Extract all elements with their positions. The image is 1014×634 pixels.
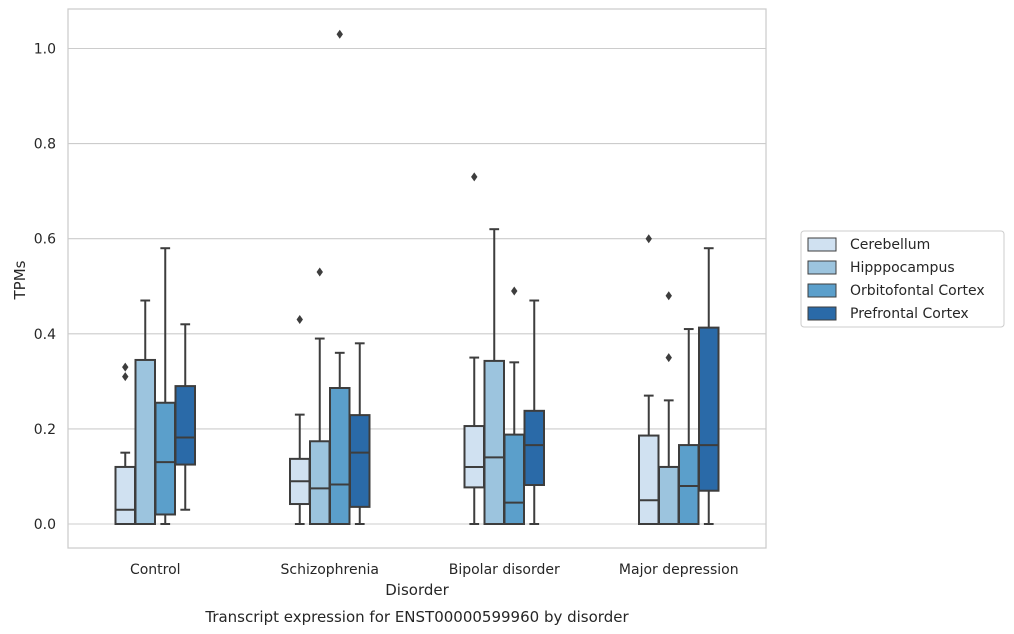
outlier-point: [665, 353, 672, 363]
box-orbitofontal-cortex-0: [154, 247, 176, 525]
legend-label: Cerebellum: [850, 237, 930, 253]
x-tick-labels: Control Schizophrenia Bipolar disorder Majo…: [130, 562, 739, 578]
box-body: [349, 414, 371, 508]
legend-item: Hipppocampus: [807, 260, 955, 276]
outlier-point: [471, 172, 478, 182]
box-body: [329, 387, 351, 525]
legend-swatch: [807, 306, 837, 321]
legend-frame: [800, 230, 1005, 328]
box-body: [174, 385, 196, 466]
box-prefrontal-cortex-0: [174, 323, 196, 511]
outlier-point: [645, 234, 652, 244]
box-cerebellum-2: [463, 172, 485, 525]
box-cerebellum-1: [289, 315, 311, 525]
box-body: [678, 444, 700, 525]
legend-swatch: [807, 260, 837, 275]
box-cerebellum-3: [638, 234, 660, 526]
chart-caption: Transcript expression for ENST0000059996…: [204, 608, 629, 626]
x-tick-label: Schizophrenia: [281, 562, 379, 578]
boxes: [114, 29, 720, 526]
y-tick-label: 0.0: [34, 517, 56, 533]
x-tick-label: Control: [130, 562, 181, 578]
legend-swatch: [807, 237, 837, 252]
outlier-point: [665, 291, 672, 301]
box-body: [134, 358, 156, 526]
box-prefrontal-cortex-1: [349, 342, 371, 525]
box-cerebellum-0: [114, 362, 136, 526]
y-tick-label: 0.6: [34, 232, 56, 248]
box-body: [154, 401, 176, 516]
outlier-point: [122, 362, 129, 372]
box-body: [463, 425, 485, 489]
outlier-point: [511, 286, 518, 296]
box-body: [114, 465, 136, 526]
outlier-point: [316, 267, 323, 277]
box-body: [523, 409, 545, 487]
legend-label: Hipppocampus: [850, 260, 955, 276]
outlier-point: [336, 29, 343, 39]
x-tick-label: Major depression: [619, 562, 739, 578]
box-body: [483, 359, 505, 525]
box-orbitofontal-cortex-3: [678, 328, 700, 525]
x-tick-label: Bipolar disorder: [449, 562, 560, 578]
legend: Cerebellum Hipppocampus Orbitofontal Corte…: [800, 230, 1005, 328]
legend-item: Orbitofontal Cortex: [807, 283, 985, 299]
box-prefrontal-cortex-2: [523, 299, 545, 525]
y-tick-label: 0.8: [34, 137, 56, 153]
legend-swatch: [807, 283, 837, 298]
y-axis-title: TPMs: [11, 260, 29, 300]
y-tick-label: 0.2: [34, 422, 56, 438]
box-hipppocampus-2: [483, 228, 505, 525]
legend-label: Prefrontal Cortex: [850, 306, 969, 322]
legend-item: Prefrontal Cortex: [807, 306, 969, 322]
legend-item: Cerebellum: [807, 237, 930, 253]
legend-label: Orbitofontal Cortex: [850, 283, 985, 299]
box-hipppocampus-1: [309, 267, 331, 525]
box-orbitofontal-cortex-1: [329, 29, 351, 525]
x-axis-title: Disorder: [385, 581, 449, 599]
y-tick-label: 0.4: [34, 327, 56, 343]
box-orbitofontal-cortex-2: [503, 286, 525, 525]
box-body: [698, 326, 720, 492]
box-prefrontal-cortex-3: [698, 247, 720, 525]
box-body: [309, 440, 331, 525]
outlier-point: [296, 315, 303, 325]
box-body: [638, 434, 660, 526]
y-tick-labels: 0.0 0.2 0.4 0.6 0.8 1.0: [34, 42, 56, 534]
box-body: [503, 433, 525, 525]
box-hipppocampus-3: [658, 291, 680, 526]
y-tick-label: 1.0: [34, 42, 56, 58]
box-body: [658, 465, 680, 526]
outlier-point: [122, 372, 129, 382]
plot-area-frame: [67, 8, 767, 549]
